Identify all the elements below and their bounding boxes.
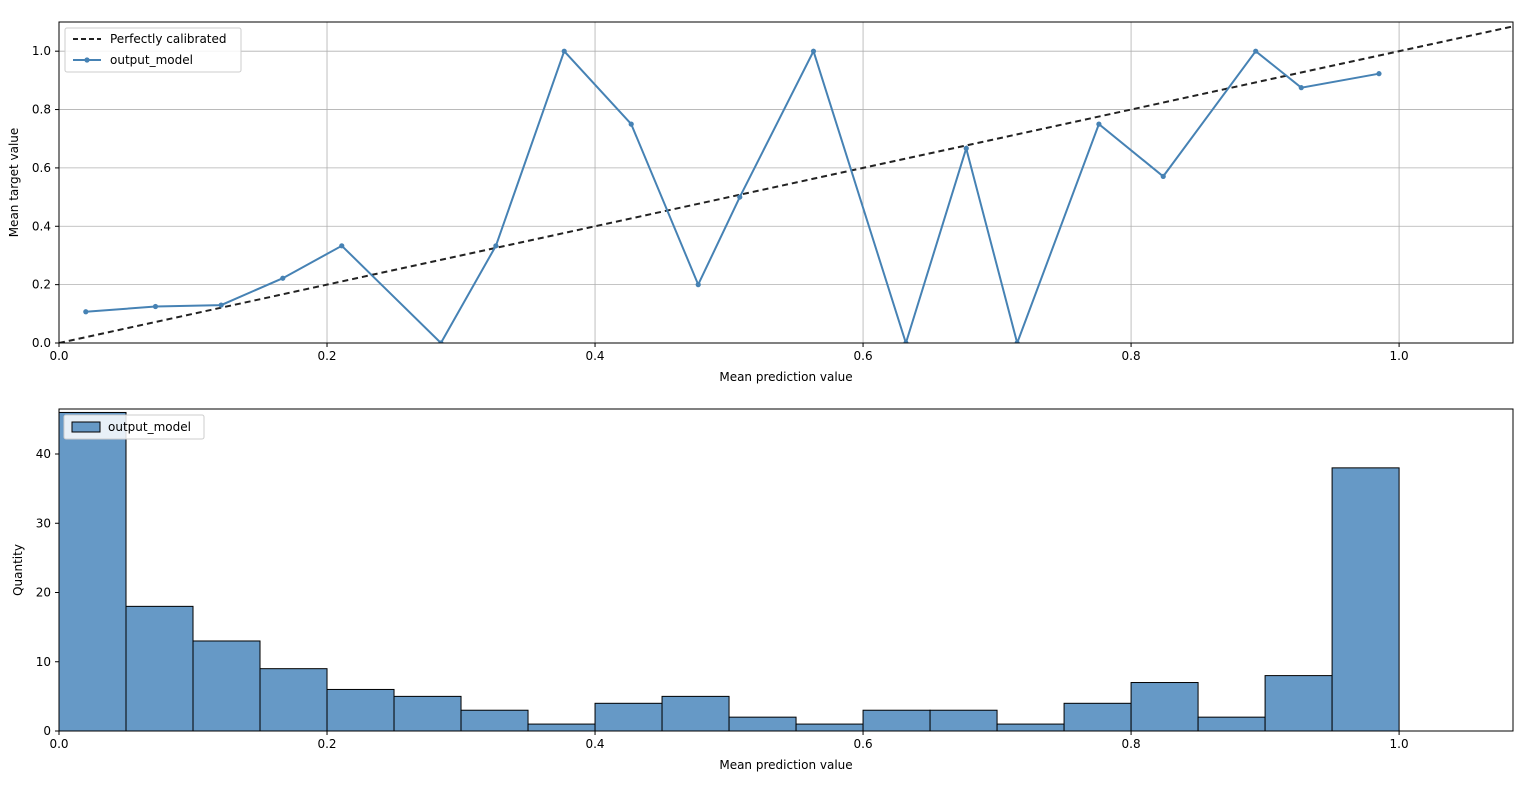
output-model-point [737, 194, 743, 200]
histogram-legend-box [63, 414, 205, 440]
histogram-bar [1063, 702, 1132, 732]
output-model-point [152, 303, 159, 310]
calibration-y-tick-label: 0.6 [32, 161, 51, 175]
output-model-point [1096, 121, 1102, 127]
histogram-x-tick-label: 0.6 [854, 737, 873, 751]
output-model-point [810, 48, 817, 54]
calibration-legend: Perfectly calibrated output_model [64, 27, 242, 73]
histogram-y-tick-label: 10 [36, 655, 51, 669]
output-model-point [1376, 71, 1382, 77]
calibration-x-tick-label: 1.0 [1390, 349, 1409, 363]
calibration-plot-frame [58, 21, 1514, 344]
calibration-x-tick-label: 0.4 [585, 349, 604, 363]
histogram-bar [1130, 682, 1199, 732]
output-model-point [1253, 48, 1259, 54]
histogram-x-tick-label: 0.0 [49, 737, 68, 751]
output-model-point [493, 243, 499, 249]
calibration-legend-box [64, 27, 242, 73]
histogram-bar [1197, 716, 1266, 732]
histogram-bar [795, 723, 864, 732]
legend-marker-output-model [84, 57, 90, 63]
histogram-x-tick-label: 0.8 [1122, 737, 1141, 751]
output-model-point [1160, 173, 1166, 179]
calibration-x-tick-label: 0.6 [854, 349, 873, 363]
histogram-x-axis-label: Mean prediction value [719, 758, 852, 772]
output-model-point [695, 282, 701, 288]
histogram-y-tick-label: 30 [36, 516, 51, 530]
output-model-point [83, 309, 89, 315]
calibration-x-axis-label: Mean prediction value [719, 370, 852, 384]
histogram-x-tick-label: 1.0 [1390, 737, 1409, 751]
histogram-bar [862, 709, 931, 732]
histogram-bar [393, 695, 462, 732]
histogram-bar [594, 702, 663, 732]
output-model-point [280, 275, 286, 281]
output-model-point [218, 302, 224, 308]
histogram-x-tick-label: 0.4 [585, 737, 604, 751]
histogram-bar [996, 723, 1065, 732]
histogram-y-tick-label: 0 [43, 724, 51, 738]
calibration-x-tick-label: 0.8 [1122, 349, 1141, 363]
output-model-point [1298, 85, 1304, 91]
calibration-y-axis-label: Mean target value [7, 128, 21, 238]
output-model-point [903, 340, 909, 343]
histogram-bars [58, 411, 1400, 732]
output-model-line [85, 48, 1380, 343]
histogram-bar [929, 709, 998, 732]
output-model-point [628, 121, 634, 127]
output-model-point [1014, 340, 1020, 343]
histogram-y-axis-label: Quantity [11, 544, 25, 596]
histogram-bar [125, 605, 194, 732]
calibration-series [59, 25, 1513, 343]
histogram-x-tick-label: 0.2 [317, 737, 336, 751]
calibration-chart: 0.0 0.2 0.4 0.6 0.8 1.0 0.0 0.2 0.4 0.6 0.8 1.0 Me… [7, 21, 1514, 384]
histogram-bar [527, 723, 596, 732]
histogram-bar [192, 640, 261, 732]
histogram-bar [1264, 675, 1333, 732]
output-model-point [438, 340, 444, 343]
legend-label-output-model-hist: output_model [108, 420, 191, 434]
histogram-legend: output_model [63, 414, 205, 440]
histogram-bar [728, 716, 797, 732]
histogram-chart: 0.0 0.2 0.4 0.6 0.8 1.0 0 10 20 30 40 Mean predic… [11, 408, 1514, 772]
calibration-y-tick-label: 0.8 [32, 103, 51, 117]
legend-label-perfectly-calibrated: Perfectly calibrated [110, 32, 227, 46]
legend-label-output-model: output_model [110, 53, 193, 67]
calibration-y-ticks: 0.0 0.2 0.4 0.6 0.8 1.0 [32, 44, 59, 350]
histogram-y-tick-label: 40 [36, 447, 51, 461]
histogram-bar [326, 688, 395, 732]
calibration-y-tick-label: 0.2 [32, 278, 51, 292]
output-model-point [339, 243, 345, 249]
histogram-bar [58, 411, 127, 732]
calibration-x-ticks: 0.0 0.2 0.4 0.6 0.8 1.0 [49, 343, 1409, 363]
histogram-bar [1331, 467, 1400, 732]
histogram-bar [460, 709, 529, 732]
histogram-x-ticks: 0.0 0.2 0.4 0.6 0.8 1.0 [49, 731, 1409, 751]
histogram-y-tick-label: 20 [36, 586, 51, 600]
output-model-point [963, 145, 969, 151]
histogram-bar [259, 668, 328, 732]
calibration-y-tick-label: 0.0 [32, 336, 51, 350]
histogram-y-ticks: 0 10 20 30 40 [36, 447, 59, 738]
legend-swatch-output-model-hist [71, 421, 101, 433]
perfectly-calibrated-line [59, 25, 1513, 343]
histogram-bar [661, 695, 730, 732]
calibration-x-tick-label: 0.2 [317, 349, 336, 363]
calibration-y-tick-label: 1.0 [32, 44, 51, 58]
calibration-x-tick-label: 0.0 [49, 349, 68, 363]
histogram-plot-frame [58, 408, 1514, 732]
output-model-point [561, 48, 567, 54]
calibration-y-tick-label: 0.4 [32, 219, 51, 233]
